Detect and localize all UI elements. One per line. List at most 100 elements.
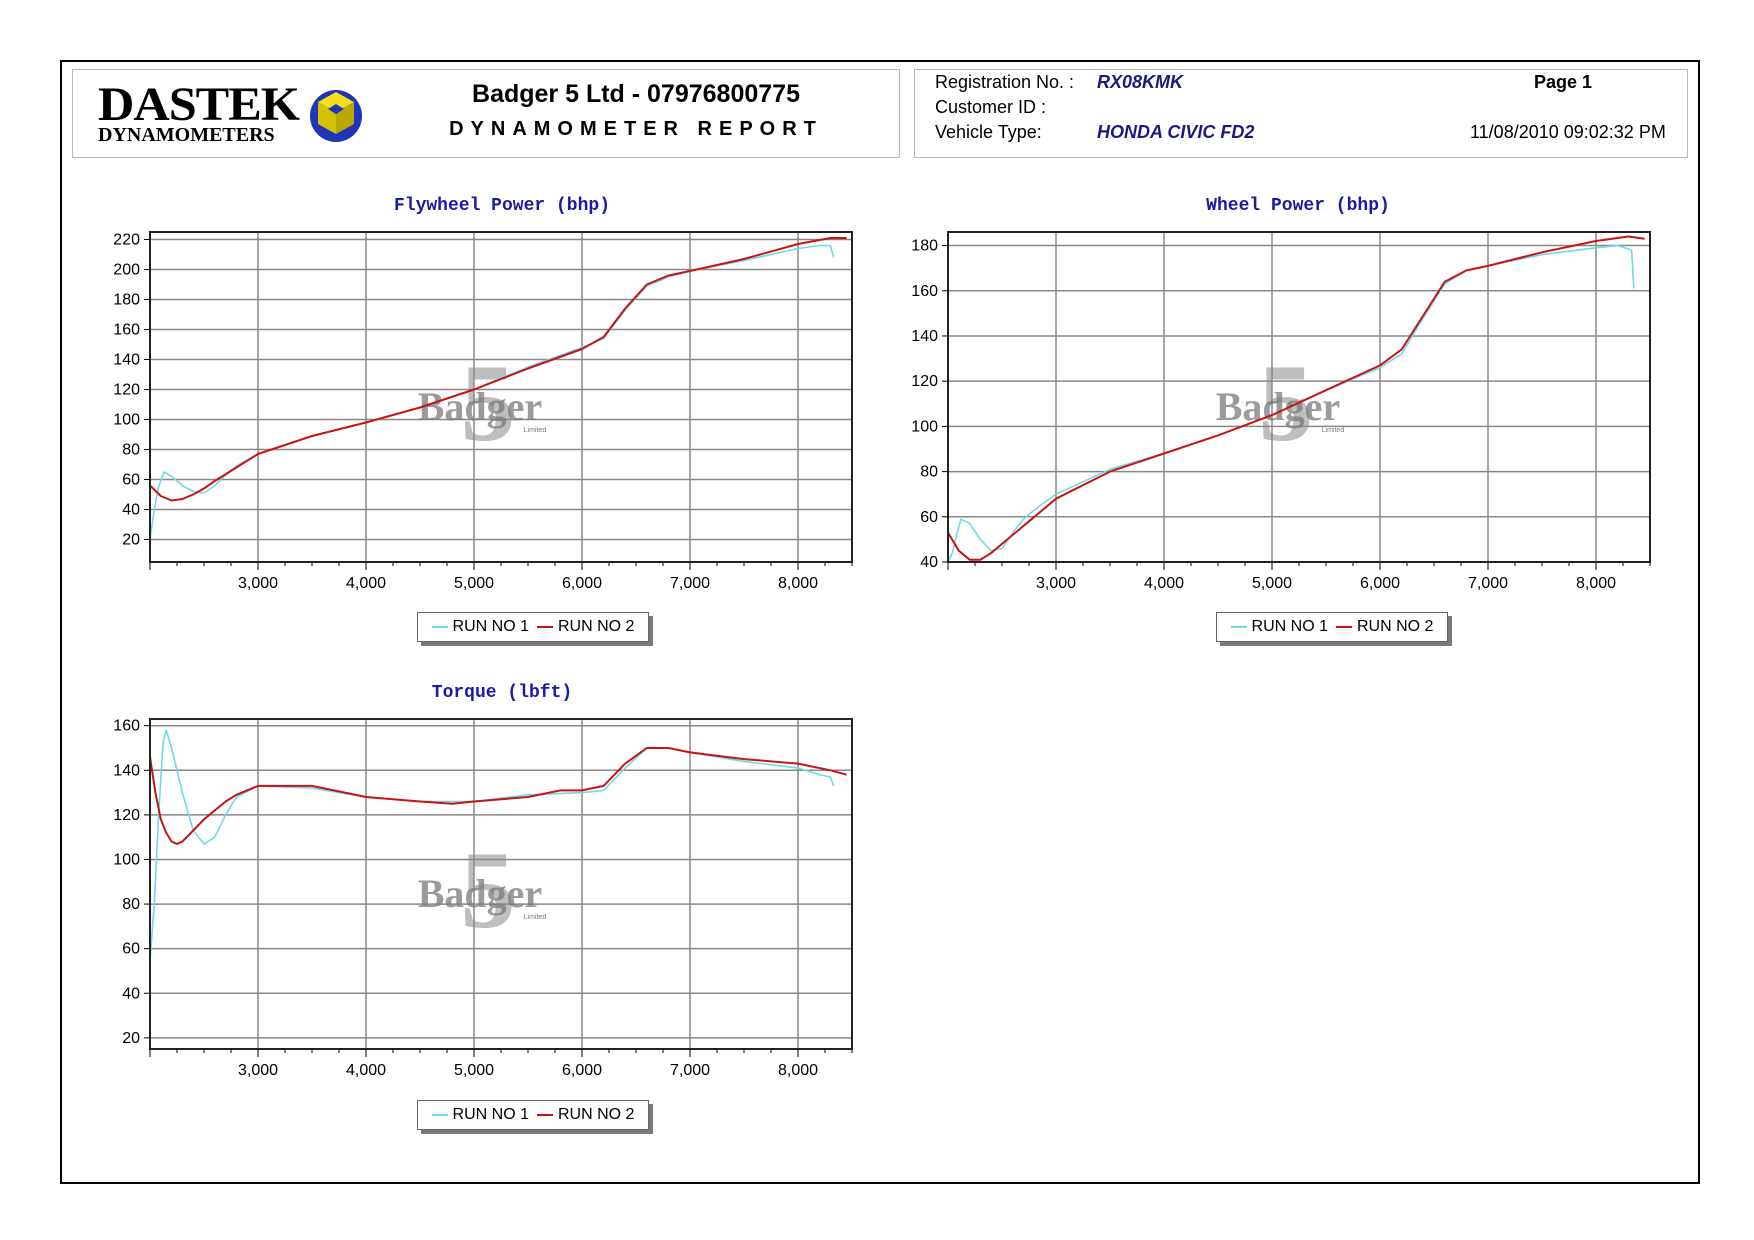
legend-label-run2: RUN NO 2 xyxy=(1357,618,1434,635)
flywheel-chart-title: Flywheel Power (bhp) xyxy=(393,196,611,216)
legend-swatch-run2 xyxy=(1336,626,1352,628)
x-tick-label: 6,000 xyxy=(562,575,602,592)
x-tick-label: 8,000 xyxy=(778,1062,818,1079)
plot-border xyxy=(149,718,853,1050)
x-tick-label: 3,000 xyxy=(238,575,278,592)
legend-swatch-run1 xyxy=(431,626,448,628)
y-tick-label: 80 xyxy=(122,442,140,459)
y-tick-label: 140 xyxy=(911,328,938,345)
x-tick-label: 5,000 xyxy=(1252,575,1292,592)
x-tick-label: 5,000 xyxy=(454,575,494,592)
report-frame xyxy=(60,60,1700,1184)
y-tick-label: 40 xyxy=(920,554,938,571)
legend-item-run1: RUN NO 1 xyxy=(431,618,529,636)
y-tick-label: 80 xyxy=(920,464,938,481)
page-number: Page 1 xyxy=(1534,72,1593,92)
header-right-panel xyxy=(914,69,1688,158)
x-tick-label: 4,000 xyxy=(1144,575,1184,592)
legend-item-run1: RUN NO 1 xyxy=(1230,618,1328,636)
legend-item-run2: RUN NO 2 xyxy=(1336,618,1433,636)
watermark-numeral: 5 xyxy=(460,342,515,464)
x-tick-label: 7,000 xyxy=(1468,575,1508,592)
x-tick-label: 7,000 xyxy=(670,575,710,592)
y-tick-label: 180 xyxy=(113,292,140,309)
y-tick-label: 120 xyxy=(911,373,938,390)
report-title: DYNAMOMETER REPORT xyxy=(449,118,823,140)
watermark-numeral: 5 xyxy=(1258,342,1313,464)
y-tick-label: 140 xyxy=(113,352,140,369)
wheel-legend: RUN NO 1 RUN NO 2 xyxy=(1216,612,1448,642)
report-datetime: 11/08/2010 09:02:32 PM xyxy=(1470,122,1666,142)
series-line-run-2 xyxy=(149,237,847,502)
plot-area xyxy=(150,232,852,562)
y-tick-label: 160 xyxy=(113,322,140,339)
wheel-chart-title: Wheel Power (bhp) xyxy=(1206,196,1390,216)
torque-chart-title: Torque (lbft) xyxy=(431,683,573,703)
legend-label-run2: RUN NO 2 xyxy=(558,1106,635,1123)
y-tick-label: 60 xyxy=(122,941,140,958)
y-tick-label: 60 xyxy=(920,509,938,526)
x-tick-label: 6,000 xyxy=(1360,575,1400,592)
x-tick-label: 6,000 xyxy=(562,1062,602,1079)
watermark-subtext: Limited xyxy=(524,427,547,434)
watermark-text: Badger xyxy=(418,871,542,916)
legend-item-run1: RUN NO 1 xyxy=(431,1106,529,1124)
y-tick-label: 200 xyxy=(113,262,140,279)
x-tick-label: 3,000 xyxy=(1036,575,1076,592)
legend-swatch-run2 xyxy=(537,1114,553,1116)
y-tick-label: 100 xyxy=(911,418,938,435)
flywheel-legend: RUN NO 1 RUN NO 2 xyxy=(417,612,649,642)
registration-value: RX08KMK xyxy=(1097,72,1184,92)
series-line-run-2 xyxy=(149,747,847,845)
x-tick-label: 8,000 xyxy=(1576,575,1616,592)
y-tick-label: 120 xyxy=(113,807,140,824)
x-tick-label: 4,000 xyxy=(346,575,386,592)
series-line-run-2 xyxy=(947,235,1645,561)
legend-swatch-run2 xyxy=(537,626,553,628)
x-tick-label: 5,000 xyxy=(454,1062,494,1079)
header-left-panel xyxy=(72,69,900,158)
y-tick-label: 160 xyxy=(911,283,938,300)
y-tick-label: 100 xyxy=(113,412,140,429)
watermark-numeral: 5 xyxy=(460,829,515,951)
legend-label-run2: RUN NO 2 xyxy=(558,618,635,635)
legend-item-run2: RUN NO 2 xyxy=(537,1106,634,1124)
legend-swatch-run1 xyxy=(431,1114,448,1116)
y-tick-label: 20 xyxy=(122,1030,140,1047)
y-tick-label: 40 xyxy=(122,502,140,519)
legend-label-run1: RUN NO 1 xyxy=(452,1106,529,1123)
dastek-logo-subtext: DYNAMOMETERS xyxy=(98,124,275,146)
watermark-subtext: Limited xyxy=(524,914,547,921)
x-tick-label: 8,000 xyxy=(778,575,818,592)
y-tick-label: 140 xyxy=(113,762,140,779)
x-tick-label: 7,000 xyxy=(670,1062,710,1079)
watermark-text: Badger xyxy=(1216,384,1340,429)
y-tick-label: 20 xyxy=(122,532,140,549)
dastek-cube-logo-icon xyxy=(310,90,362,142)
legend-label-run1: RUN NO 1 xyxy=(452,618,529,635)
plot-border xyxy=(149,231,853,563)
y-tick-label: 220 xyxy=(113,232,140,249)
legend-swatch-run1 xyxy=(1230,626,1247,628)
registration-label: Registration No. : xyxy=(935,72,1075,92)
customer-id-label: Customer ID : xyxy=(935,97,1047,117)
y-tick-label: 120 xyxy=(113,382,140,399)
dastek-logo-text: DASTEK xyxy=(98,78,300,131)
y-tick-label: 60 xyxy=(122,472,140,489)
plot-border xyxy=(947,231,1651,563)
watermark-subtext: Limited xyxy=(1322,427,1345,434)
y-tick-label: 180 xyxy=(911,238,938,255)
legend-item-run2: RUN NO 2 xyxy=(537,618,634,636)
watermark-text: Badger xyxy=(418,384,542,429)
vehicle-type-label: Vehicle Type: xyxy=(935,122,1042,142)
y-tick-label: 80 xyxy=(122,896,140,913)
vehicle-type-value: HONDA CIVIC FD2 xyxy=(1097,122,1255,142)
y-tick-label: 160 xyxy=(113,718,140,735)
x-tick-label: 4,000 xyxy=(346,1062,386,1079)
x-tick-label: 3,000 xyxy=(238,1062,278,1079)
plot-area xyxy=(948,232,1650,562)
y-tick-label: 100 xyxy=(113,851,140,868)
